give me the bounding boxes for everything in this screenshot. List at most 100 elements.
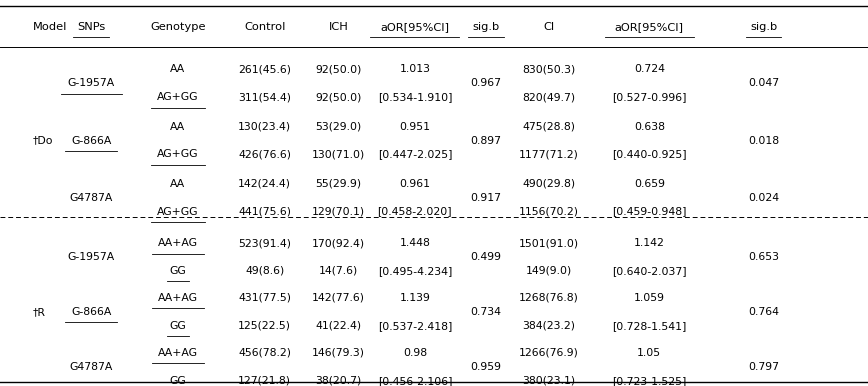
Text: 0.764: 0.764 [748, 307, 779, 317]
Text: 55(29.9): 55(29.9) [315, 179, 362, 189]
Text: 0.018: 0.018 [748, 135, 779, 146]
Text: 1177(71.2): 1177(71.2) [519, 149, 578, 159]
Text: AA+AG: AA+AG [158, 238, 198, 248]
Text: 456(78.2): 456(78.2) [238, 348, 292, 358]
Text: 0.797: 0.797 [748, 362, 779, 372]
Text: 0.734: 0.734 [470, 307, 502, 317]
Text: AA: AA [170, 179, 186, 189]
Text: [0.459-0.948]: [0.459-0.948] [612, 207, 687, 217]
Text: 149(9.0): 149(9.0) [525, 266, 572, 276]
Text: 146(79.3): 146(79.3) [312, 348, 365, 358]
Text: 384(23.2): 384(23.2) [522, 321, 575, 331]
Text: [0.458-2.020]: [0.458-2.020] [378, 207, 452, 217]
Text: [0.728-1.541]: [0.728-1.541] [612, 321, 687, 331]
Text: [0.447-2.025]: [0.447-2.025] [378, 149, 452, 159]
Text: 129(70.1): 129(70.1) [312, 207, 365, 217]
Text: 1.059: 1.059 [634, 293, 665, 303]
Text: 49(8.6): 49(8.6) [245, 266, 285, 276]
Text: †R: †R [33, 307, 46, 317]
Text: [0.495-4.234]: [0.495-4.234] [378, 266, 452, 276]
Text: Control: Control [244, 22, 286, 32]
Text: 0.959: 0.959 [470, 362, 502, 372]
Text: 53(29.0): 53(29.0) [315, 122, 362, 132]
Text: 830(50.3): 830(50.3) [522, 64, 575, 74]
Text: 1.139: 1.139 [399, 293, 431, 303]
Text: 14(7.6): 14(7.6) [319, 266, 358, 276]
Text: 1.05: 1.05 [637, 348, 661, 358]
Text: G-1957A: G-1957A [68, 252, 115, 262]
Text: [0.640-2.037]: [0.640-2.037] [612, 266, 687, 276]
Text: 142(77.6): 142(77.6) [312, 293, 365, 303]
Text: 0.638: 0.638 [634, 122, 665, 132]
Text: 820(49.7): 820(49.7) [522, 92, 575, 102]
Text: G-1957A: G-1957A [68, 78, 115, 88]
Text: 125(22.5): 125(22.5) [238, 321, 292, 331]
Text: Genotype: Genotype [150, 22, 206, 32]
Text: 1.448: 1.448 [399, 238, 431, 248]
Text: AG+GG: AG+GG [157, 92, 199, 102]
Text: †Do: †Do [33, 135, 54, 146]
Text: 1.013: 1.013 [399, 64, 431, 74]
Text: 0.967: 0.967 [470, 78, 502, 88]
Text: GG: GG [169, 266, 187, 276]
Text: AA+AG: AA+AG [158, 293, 198, 303]
Text: 0.951: 0.951 [399, 122, 431, 132]
Text: 0.897: 0.897 [470, 135, 502, 146]
Text: 0.98: 0.98 [403, 348, 427, 358]
Text: G4787A: G4787A [69, 193, 113, 203]
Text: GG: GG [169, 321, 187, 331]
Text: AA: AA [170, 122, 186, 132]
Text: AG+GG: AG+GG [157, 149, 199, 159]
Text: 311(54.4): 311(54.4) [238, 92, 292, 102]
Text: [0.440-0.925]: [0.440-0.925] [612, 149, 687, 159]
Text: SNPs: SNPs [77, 22, 105, 32]
Text: 1156(70.2): 1156(70.2) [518, 207, 579, 217]
Text: 92(50.0): 92(50.0) [315, 92, 362, 102]
Text: sig.b: sig.b [750, 22, 778, 32]
Text: 1501(91.0): 1501(91.0) [518, 238, 579, 248]
Text: AA: AA [170, 64, 186, 74]
Text: 170(92.4): 170(92.4) [312, 238, 365, 248]
Text: 0.724: 0.724 [634, 64, 665, 74]
Text: 0.499: 0.499 [470, 252, 502, 262]
Text: AG+GG: AG+GG [157, 207, 199, 217]
Text: 0.659: 0.659 [634, 179, 665, 189]
Text: 441(75.6): 441(75.6) [238, 207, 292, 217]
Text: [0.534-1.910]: [0.534-1.910] [378, 92, 452, 102]
Text: 523(91.4): 523(91.4) [238, 238, 292, 248]
Text: [0.723-1.525]: [0.723-1.525] [612, 376, 687, 386]
Text: aOR[95%CI]: aOR[95%CI] [380, 22, 450, 32]
Text: 1.142: 1.142 [634, 238, 665, 248]
Text: 92(50.0): 92(50.0) [315, 64, 362, 74]
Text: 380(23.1): 380(23.1) [522, 376, 575, 386]
Text: GG: GG [169, 376, 187, 386]
Text: 490(29.8): 490(29.8) [522, 179, 575, 189]
Text: CI: CI [543, 22, 554, 32]
Text: ICH: ICH [329, 22, 348, 32]
Text: [0.537-2.418]: [0.537-2.418] [378, 321, 452, 331]
Text: 261(45.6): 261(45.6) [238, 64, 292, 74]
Text: aOR[95%CI]: aOR[95%CI] [615, 22, 684, 32]
Text: 0.024: 0.024 [748, 193, 779, 203]
Text: G-866A: G-866A [71, 307, 111, 317]
Text: 431(77.5): 431(77.5) [238, 293, 292, 303]
Text: G-866A: G-866A [71, 135, 111, 146]
Text: Model: Model [33, 22, 68, 32]
Text: AA+AG: AA+AG [158, 348, 198, 358]
Text: 0.961: 0.961 [399, 179, 431, 189]
Text: 38(20.7): 38(20.7) [315, 376, 362, 386]
Text: [0.456-2.106]: [0.456-2.106] [378, 376, 452, 386]
Text: 1268(76.8): 1268(76.8) [519, 293, 578, 303]
Text: 0.047: 0.047 [748, 78, 779, 88]
Text: [0.527-0.996]: [0.527-0.996] [612, 92, 687, 102]
Text: sig.b: sig.b [472, 22, 500, 32]
Text: 475(28.8): 475(28.8) [522, 122, 575, 132]
Text: 130(71.0): 130(71.0) [312, 149, 365, 159]
Text: 1266(76.9): 1266(76.9) [519, 348, 578, 358]
Text: 130(23.4): 130(23.4) [238, 122, 292, 132]
Text: 142(24.4): 142(24.4) [238, 179, 292, 189]
Text: 0.917: 0.917 [470, 193, 502, 203]
Text: G4787A: G4787A [69, 362, 113, 372]
Text: 0.653: 0.653 [748, 252, 779, 262]
Text: 426(76.6): 426(76.6) [238, 149, 292, 159]
